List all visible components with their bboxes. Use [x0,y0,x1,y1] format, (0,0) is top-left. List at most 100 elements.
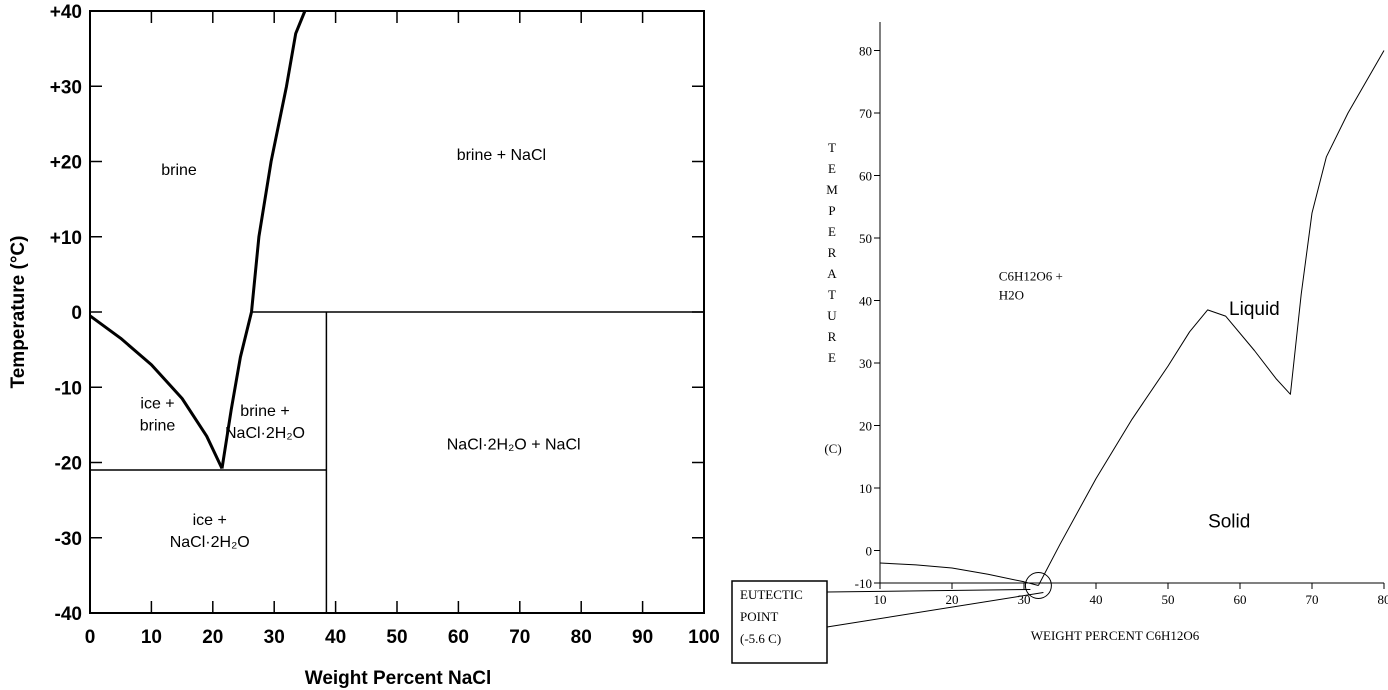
region-label: Liquid [1229,299,1280,320]
y-tick-label: -10 [55,378,82,399]
glucose-phase-diagram: -10 0 10 20 30 40 50 60 70 80 10 20 30 40 50 60 70 80 T E… [731,22,1388,664]
region-label-line: NaCl·2H₂O [170,534,250,551]
region-label-line: ice + [140,396,174,413]
y-axis-label-letter: A [827,266,837,281]
eutectic-callout-line: POINT [740,609,778,624]
eutectic-leader-line [826,589,1031,593]
y-tick-marks [874,50,880,584]
liquidus-curve [1037,50,1385,586]
x-tick-label: 10 [874,592,887,607]
region-label: brine + NaCl·2H₂O [225,403,305,442]
y-tick-label: -30 [55,529,82,550]
eutectic-callout-box [731,580,828,664]
x-tick-marks [879,583,1385,589]
liquidus-curve [250,10,307,313]
eutectic-callout-text: EUTECTIC POINT (-5.6 C) [740,587,803,646]
region-label-line: brine [161,162,197,179]
x-tick-label: 100 [688,627,720,648]
region-label-line: Liquid [1229,299,1280,320]
region-label: brine [161,162,197,179]
y-axis-label-letter: T [828,287,836,302]
phase-boundaries [89,10,704,613]
y-axis-unit: (C) [824,441,841,456]
x-tick-label: 50 [1162,592,1175,607]
x-tick-label: 30 [264,627,285,648]
region-label-line: NaCl·2H₂O + NaCl [447,437,581,454]
region-label: C6H12O6 + H2O [999,268,1063,302]
y-axis-label-letter: R [828,329,837,344]
solidus-curve [879,562,1039,586]
y-tick-label: +30 [50,77,82,98]
region-label: ice + brine [140,396,176,435]
region-label: ice + NaCl·2H₂O [170,512,250,551]
phase-region-labels: C6H12O6 + H2O Liquid Solid [999,268,1280,532]
y-axis-label: Temperature (°C) [8,236,29,389]
region-label-line: ice + [193,512,227,529]
x-tick-labels: 0 10 20 30 40 50 60 70 80 90 100 [85,627,720,648]
x-tick-label: 60 [448,627,469,648]
liquidus-curve [220,311,253,469]
eutectic-marker-circle [1024,572,1052,599]
y-tick-label: 50 [859,231,872,246]
y-tick-label: -40 [55,604,82,625]
x-tick-label: 70 [1306,592,1319,607]
x-tick-marks [89,11,705,613]
eutectic-callout-line: (-5.6 C) [740,631,781,646]
x-axis-label: Weight Percent NaCl [305,668,492,689]
region-label-line: brine [140,418,176,435]
y-tick-label: 30 [859,356,872,371]
phase-curves [879,50,1385,586]
region-label-line: H2O [999,287,1024,302]
x-tick-label: 20 [946,592,959,607]
region-label-line: Solid [1208,511,1250,532]
nacl-phase-diagram: -40 -30 -20 -10 0 +10 +20 +30 +40 0 10 20 30 40 50 60 7… [8,2,720,689]
y-tick-label: +40 [50,2,82,23]
y-tick-labels: -10 0 10 20 30 40 50 60 70 80 [855,44,872,592]
liquidus-curve [89,314,224,470]
region-label: NaCl·2H₂O + NaCl [447,437,581,454]
y-tick-label: 70 [859,106,872,121]
y-tick-label: 60 [859,169,872,184]
y-tick-label: -10 [855,576,872,591]
x-tick-label: 40 [1090,592,1103,607]
phase-region-labels: brine brine + NaCl ice + brine brine + NaCl·2… [140,147,581,551]
y-axis-label-letter: U [827,308,837,323]
y-axis-label-letter: E [828,224,836,239]
region-label-line: brine + [240,403,289,420]
region-label-line: NaCl·2H₂O [225,425,305,442]
eutectic-callout-line: EUTECTIC [740,587,803,602]
x-tick-label: 80 [1378,592,1388,607]
x-tick-label: 40 [325,627,346,648]
eutectic-leader-line [826,592,1044,628]
x-tick-label: 90 [632,627,653,648]
x-tick-label: 70 [509,627,530,648]
y-tick-labels: -40 -30 -20 -10 0 +10 +20 +30 +40 [50,2,82,625]
y-tick-label: 80 [859,44,872,59]
y-tick-label: 40 [859,294,872,309]
x-tick-label: 80 [571,627,592,648]
eutectic-annotation: EUTECTIC POINT (-5.6 C) [731,572,1052,664]
x-axis-label: WEIGHT PERCENT C6H12O6 [1031,628,1200,643]
y-axis-label-letter: P [828,203,835,218]
x-tick-labels: 10 20 30 40 50 60 70 80 [874,592,1388,607]
y-tick-label: 0 [866,544,873,559]
y-tick-label: +10 [50,228,82,249]
x-tick-label: 60 [1234,592,1247,607]
x-tick-label: 20 [202,627,223,648]
x-tick-label: 50 [386,627,407,648]
y-tick-label: 10 [859,481,872,496]
y-axis-label-letter: M [826,182,838,197]
y-tick-label: 0 [71,303,82,324]
x-tick-label: 0 [85,627,96,648]
y-axis-label-letter: T [828,140,836,155]
x-tick-label: 10 [141,627,162,648]
y-tick-label: -20 [55,454,82,475]
y-axis-label-letter: R [828,245,837,260]
y-axis-label-letter: E [828,350,836,365]
y-tick-label: 20 [859,419,872,434]
region-label: Solid [1208,511,1250,532]
region-label-line: C6H12O6 + [999,268,1063,283]
region-label-line: brine + NaCl [457,147,546,164]
